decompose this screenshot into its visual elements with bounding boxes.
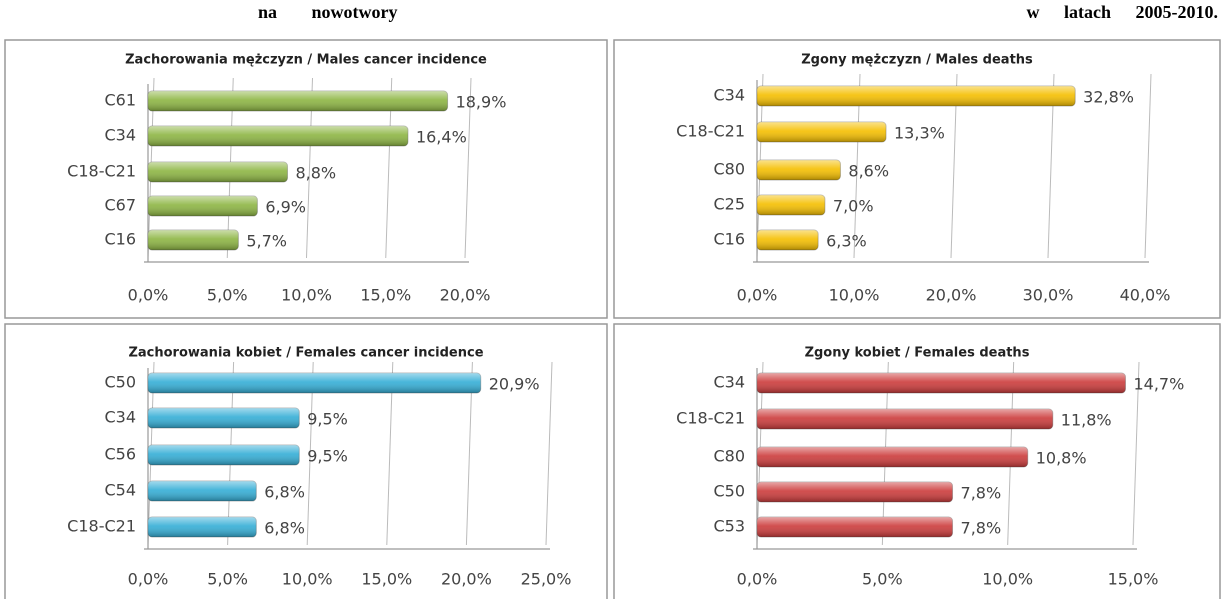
x-tick-label: 0,0% xyxy=(128,570,169,589)
x-tick-label: 5,0% xyxy=(207,570,248,589)
category-label: C16 xyxy=(104,230,136,249)
category-label: C34 xyxy=(104,126,136,145)
x-tick-label: 30,0% xyxy=(1023,286,1074,305)
bar-shine xyxy=(757,482,953,502)
x-tick-label: 0,0% xyxy=(128,286,169,305)
x-tick-label: 0,0% xyxy=(737,570,778,589)
bar-shine xyxy=(757,86,1076,106)
category-label: C18-C21 xyxy=(676,122,745,141)
value-label: 9,5% xyxy=(307,410,348,429)
value-label: 9,5% xyxy=(307,447,348,466)
bar-shine xyxy=(757,122,887,142)
category-label: C53 xyxy=(713,517,745,536)
category-label: C34 xyxy=(713,373,745,392)
x-tick-label: 5,0% xyxy=(862,570,903,589)
category-label: C18-C21 xyxy=(67,162,136,181)
x-tick-label: 20,0% xyxy=(926,286,977,305)
value-label: 6,8% xyxy=(264,519,305,538)
grid-line xyxy=(1132,361,1140,546)
x-tick-label: 25,0% xyxy=(521,570,572,589)
category-label: C34 xyxy=(713,86,745,105)
category-label: C80 xyxy=(713,447,745,466)
bar-shine xyxy=(148,126,408,146)
category-label: C50 xyxy=(104,373,136,392)
category-label: C67 xyxy=(104,196,136,215)
value-label: 16,4% xyxy=(416,128,467,147)
bar-shine xyxy=(757,160,841,180)
value-label: 8,6% xyxy=(848,162,889,181)
header-left: na nowotwory xyxy=(258,2,398,22)
value-label: 7,0% xyxy=(833,197,874,216)
category-label: C25 xyxy=(713,195,745,214)
bar-shine xyxy=(148,481,257,501)
chart-title: Zgony kobiet / Females deaths xyxy=(805,346,1030,361)
value-label: 10,8% xyxy=(1036,449,1087,468)
chart-title: Zgony mężczyzn / Males deaths xyxy=(801,53,1033,68)
category-label: C18-C21 xyxy=(67,517,136,536)
x-tick-label: 5,0% xyxy=(207,286,248,305)
value-label: 18,9% xyxy=(456,93,507,112)
x-tick-label: 15,0% xyxy=(361,570,412,589)
chart-frame xyxy=(613,39,1221,319)
grid-line xyxy=(1144,73,1152,259)
value-label: 6,3% xyxy=(826,232,867,251)
value-label: 20,9% xyxy=(489,375,540,394)
category-label: C16 xyxy=(713,230,745,249)
value-label: 8,8% xyxy=(295,164,336,183)
x-tick-label: 15,0% xyxy=(1108,570,1159,589)
x-tick-label: 20,0% xyxy=(440,286,491,305)
bar-shine xyxy=(757,230,819,250)
category-label: C34 xyxy=(104,408,136,427)
value-label: 7,8% xyxy=(961,519,1002,538)
bar-shine xyxy=(757,447,1028,467)
value-label: 13,3% xyxy=(894,124,945,143)
value-label: 14,7% xyxy=(1133,375,1184,394)
category-label: C18-C21 xyxy=(676,409,745,428)
bar-shine xyxy=(148,91,448,111)
x-tick-label: 10,0% xyxy=(282,570,333,589)
bar-shine xyxy=(148,408,300,428)
bar-shine xyxy=(757,517,953,537)
grid-line xyxy=(545,361,553,546)
x-tick-label: 20,0% xyxy=(441,570,492,589)
bar-shine xyxy=(757,373,1126,393)
category-label: C54 xyxy=(104,481,136,500)
bar-shine xyxy=(148,230,239,250)
x-tick-label: 0,0% xyxy=(737,286,778,305)
value-label: 6,8% xyxy=(264,483,305,502)
category-label: C56 xyxy=(104,445,136,464)
bar-shine xyxy=(757,409,1053,429)
value-label: 32,8% xyxy=(1083,88,1134,107)
bar-shine xyxy=(148,517,257,537)
bar-shine xyxy=(148,373,481,393)
bar-shine xyxy=(148,196,258,216)
value-label: 6,9% xyxy=(265,198,306,217)
x-tick-label: 10,0% xyxy=(281,286,332,305)
x-tick-label: 40,0% xyxy=(1120,286,1171,305)
value-label: 5,7% xyxy=(246,232,287,251)
chart-frame xyxy=(4,323,608,599)
value-label: 7,8% xyxy=(961,484,1002,503)
value-label: 11,8% xyxy=(1061,411,1112,430)
chart-frame xyxy=(4,39,608,319)
category-label: C61 xyxy=(104,91,136,110)
bar-shine xyxy=(148,162,288,182)
category-label: C50 xyxy=(713,482,745,501)
category-label: C80 xyxy=(713,160,745,179)
grid-line xyxy=(464,77,472,259)
x-tick-label: 15,0% xyxy=(360,286,411,305)
chart-title: Zachorowania kobiet / Females cancer inc… xyxy=(128,346,483,361)
bar-shine xyxy=(757,195,825,215)
x-tick-label: 10,0% xyxy=(982,570,1033,589)
bar-shine xyxy=(148,445,300,465)
x-tick-label: 10,0% xyxy=(829,286,880,305)
chart-title: Zachorowania mężczyzn / Males cancer inc… xyxy=(125,53,487,68)
header-right: w latach 2005-2010. xyxy=(1027,2,1219,22)
